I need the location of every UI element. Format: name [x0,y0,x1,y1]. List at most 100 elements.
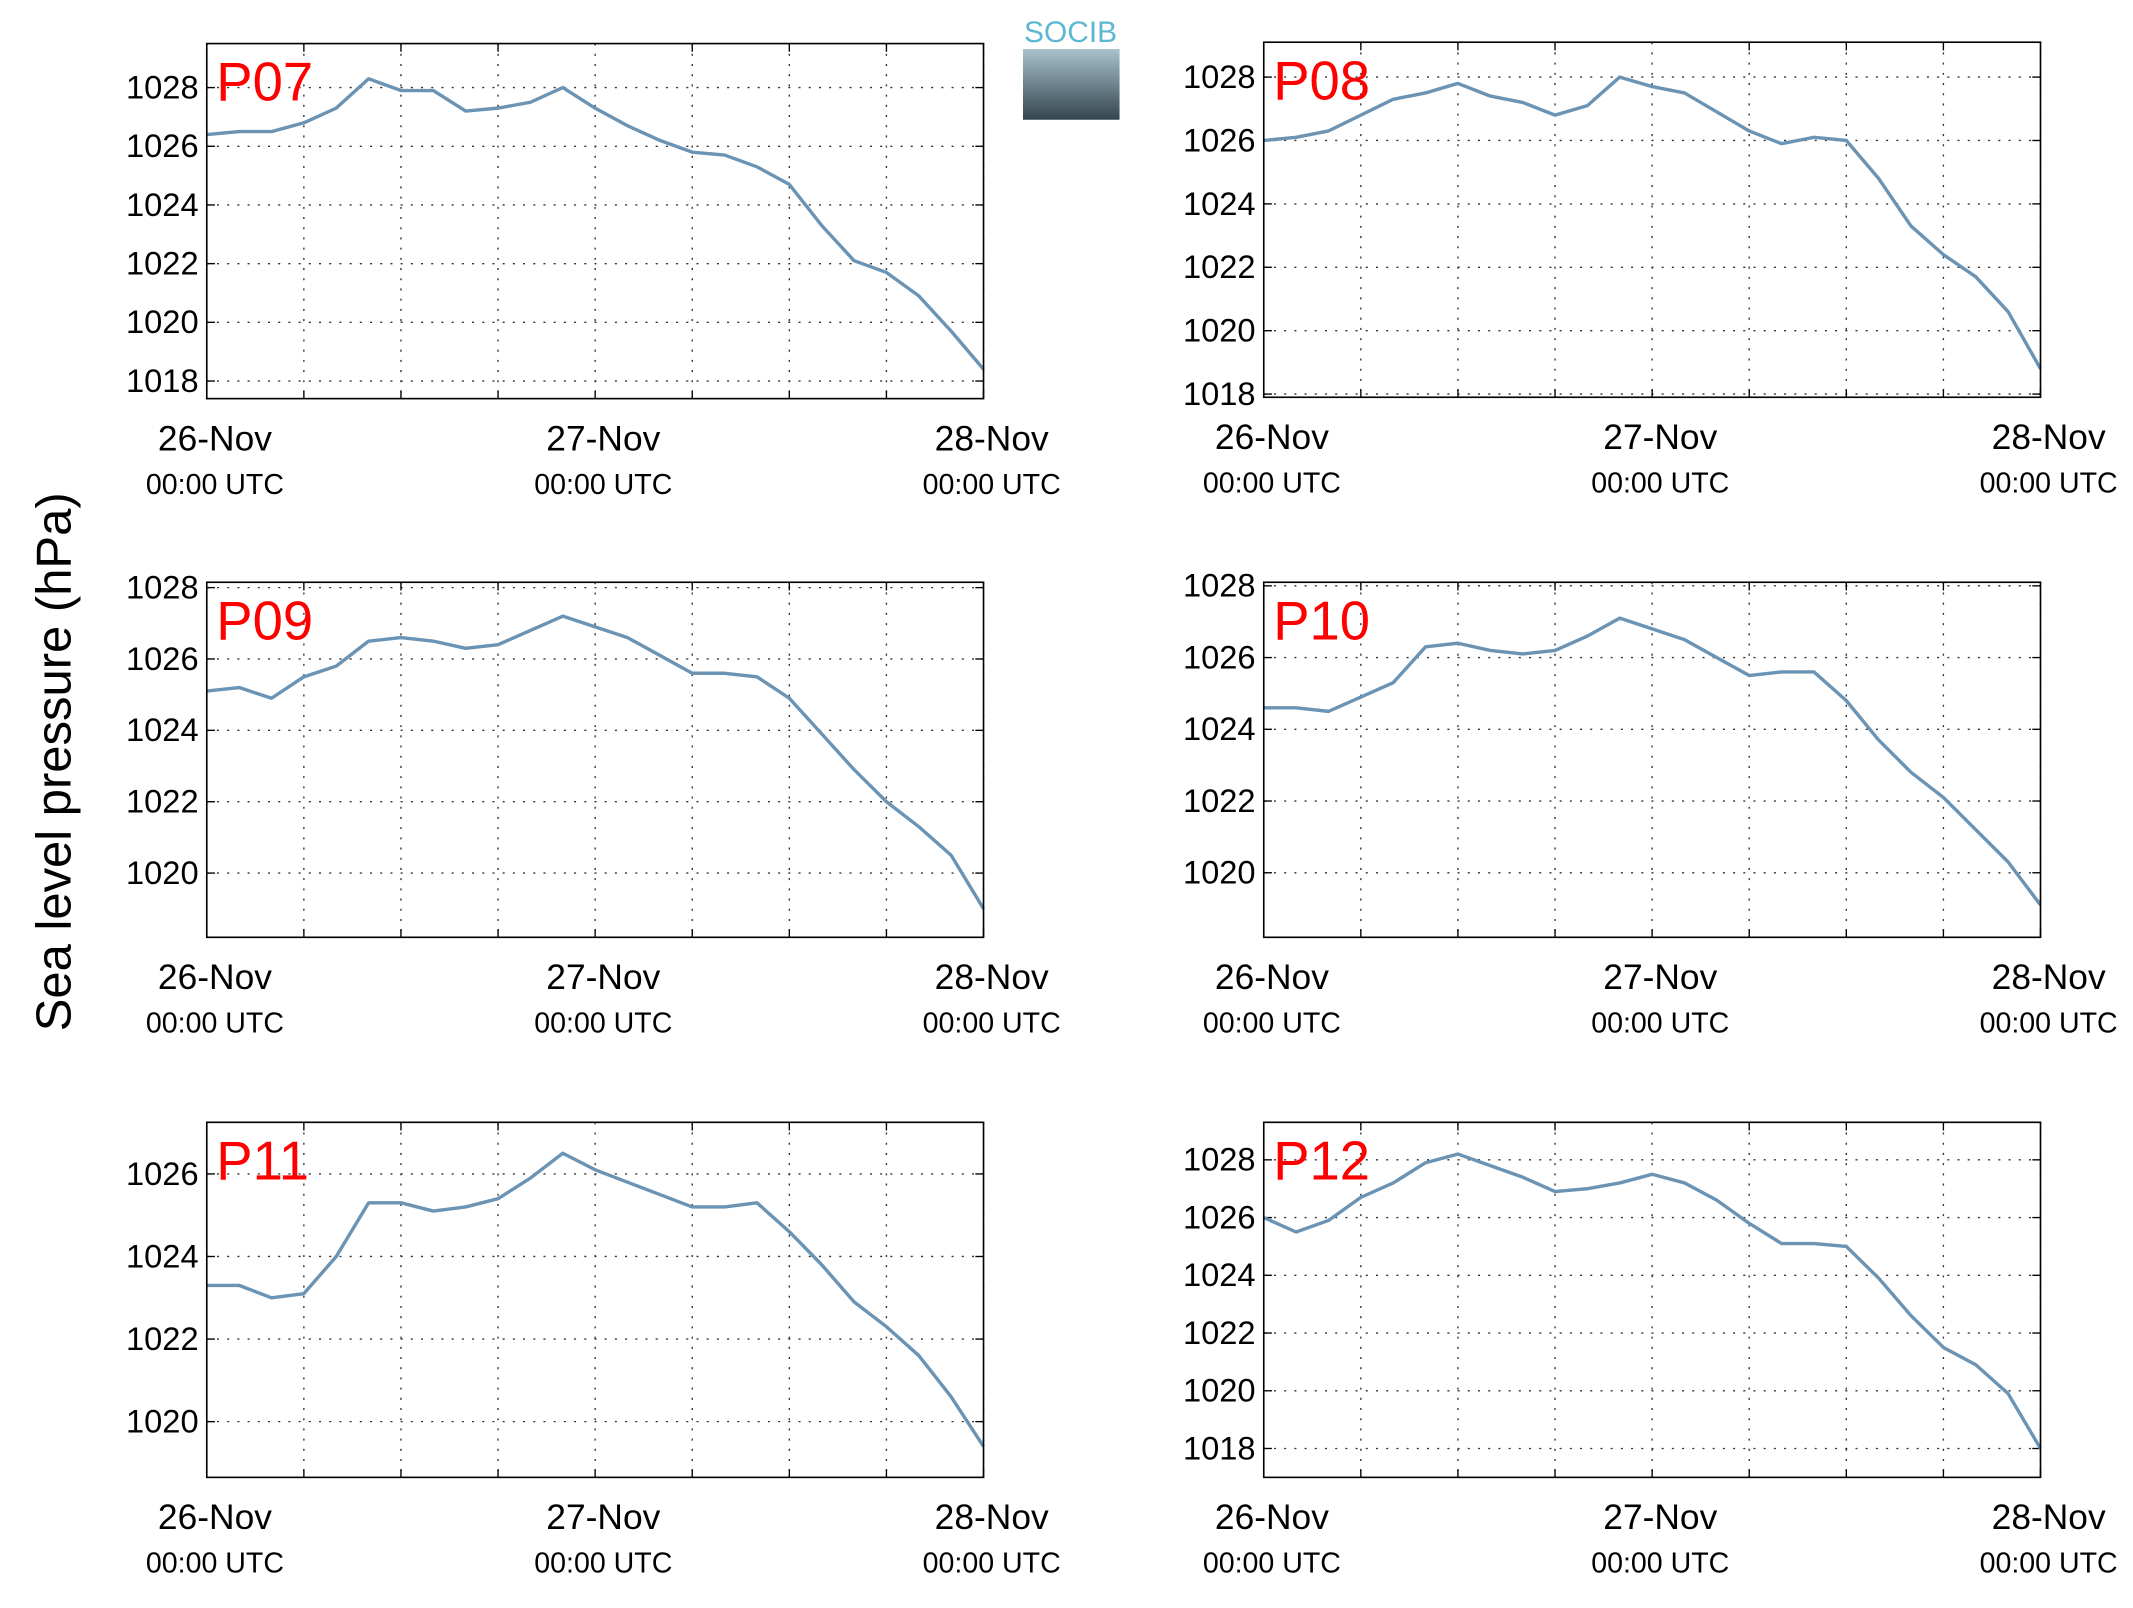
y-tick-label: 1024 [126,186,199,223]
data-line [206,1151,985,1448]
y-tick-label: 1020 [126,854,199,891]
y-tick-label: 1020 [1183,1372,1256,1409]
y-tick-label: 1026 [1183,638,1256,675]
subplot: 1018 1020 1022 1024 1026 1028 26-Nov 00:00 UTC 2… [1183,41,2118,499]
y-tick-label: 1028 [1183,1141,1256,1178]
y-tick-label: 1018 [1183,1429,1256,1466]
x-tick-label: 28-Nov [1992,418,2106,457]
x-tick-label: 27-Nov [1603,1498,1717,1537]
x-tick-label: 28-Nov [935,1498,1049,1537]
y-tick-label: 1028 [126,569,199,606]
y-tick-label: 1022 [1183,1314,1256,1351]
panel-title: P11 [216,1130,309,1191]
x-tick-sublabel: 00:00 UTC [1591,1008,1729,1040]
x-tick-label: 26-Nov [158,419,272,458]
y-tick-label: 1020 [1183,854,1256,891]
x-tick-sublabel: 00:00 UTC [1203,1008,1341,1040]
x-tick-label: 28-Nov [935,958,1049,997]
plot-area [1263,582,2041,938]
plot-area [206,1122,984,1478]
y-tick-label: 1024 [126,711,199,748]
plot-area [1263,42,2041,398]
x-tick-sublabel: 00:00 UTC [146,1008,284,1040]
subplot: 1018 1020 1022 1024 1026 1028 26-Nov 00:00 UTC 2… [1183,1121,2118,1580]
subplot: 1020 1022 1024 1026 1028 26-Nov 00:00 UTC 27-No… [126,569,1061,1040]
x-tick-label: 28-Nov [1992,958,2106,997]
panel-title: P10 [1273,590,1370,651]
x-tick-sublabel: 00:00 UTC [1980,467,2118,499]
x-tick-label: 26-Nov [1215,418,1329,457]
x-tick-sublabel: 00:00 UTC [1591,467,1729,499]
x-tick-sublabel: 00:00 UTC [146,1548,284,1580]
x-tick-label: 28-Nov [1992,1498,2106,1537]
data-line [206,614,985,910]
y-tick-label: 1024 [1183,185,1256,222]
panel-title: P09 [216,590,313,651]
plot-frame [205,1121,985,1479]
x-tick-label: 27-Nov [546,419,660,458]
plot-area [206,43,984,399]
plot-frame [1262,41,2042,399]
data-line [1263,1152,2042,1450]
subplot: 1020 1022 1024 1026 1028 26-Nov 00:00 UTC 27-No… [1183,567,2118,1040]
y-tick-label: 1018 [126,362,199,399]
y-tick-label: 1026 [126,640,199,677]
x-tick-sublabel: 00:00 UTC [146,469,284,501]
panel-title: P12 [1273,1130,1370,1191]
y-tick-label: 1026 [126,1155,199,1192]
plot-frame [205,42,985,400]
y-tick-label: 1020 [126,303,199,340]
y-tick-label: 1022 [126,783,199,820]
y-tick-label: 1028 [126,68,199,105]
x-tick-sublabel: 00:00 UTC [1980,1548,2118,1580]
y-tick-label: 1024 [126,1237,199,1274]
y-tick-label: 1020 [126,1403,199,1440]
x-tick-sublabel: 00:00 UTC [534,1008,672,1040]
plot-frame [1262,1121,2042,1479]
y-tick-label: 1026 [1183,1198,1256,1235]
x-tick-label: 26-Nov [1215,1498,1329,1537]
plot-frame [1262,581,2042,939]
panel-title: P08 [1273,50,1370,111]
y-axis-label: Sea level pressure (hPa) [28,492,82,1031]
x-tick-label: 26-Nov [1215,958,1329,997]
x-tick-label: 27-Nov [546,1498,660,1537]
x-tick-sublabel: 00:00 UTC [534,469,672,501]
x-tick-sublabel: 00:00 UTC [1203,467,1341,499]
x-tick-label: 28-Nov [935,419,1049,458]
y-tick-label: 1022 [1183,782,1256,819]
logo: SOCIB [1022,16,1120,120]
x-tick-label: 27-Nov [1603,958,1717,997]
y-tick-label: 1026 [1183,121,1256,158]
x-tick-sublabel: 00:00 UTC [923,1548,1061,1580]
plot-frame [205,581,985,939]
x-tick-sublabel: 00:00 UTC [1203,1548,1341,1580]
x-tick-label: 27-Nov [546,958,660,997]
y-tick-label: 1024 [1183,710,1256,747]
x-tick-sublabel: 00:00 UTC [1980,1008,2118,1040]
logo-text: SOCIB [1024,16,1117,49]
x-tick-label: 26-Nov [158,958,272,997]
logo-block [1022,49,1120,120]
data-line [1263,616,2042,907]
y-tick-label: 1022 [126,1320,199,1357]
y-tick-label: 1022 [1183,248,1256,285]
data-line [1263,75,2042,370]
x-tick-sublabel: 00:00 UTC [923,469,1061,501]
x-tick-sublabel: 00:00 UTC [534,1548,672,1580]
x-tick-sublabel: 00:00 UTC [923,1008,1061,1040]
y-tick-label: 1028 [1183,567,1256,604]
x-tick-label: 26-Nov [158,1498,272,1537]
y-tick-label: 1028 [1183,58,1256,95]
subplot: 1018 1020 1022 1024 1026 1028 26-Nov 00:00 UTC 2… [126,42,1061,501]
y-tick-label: 1018 [1183,375,1256,412]
y-tick-label: 1026 [126,127,199,164]
plot-area [206,582,984,938]
y-tick-label: 1024 [1183,1256,1256,1293]
subplot: 1020 1022 1024 1026 26-Nov 00:00 UTC 27-Nov 00:… [126,1121,1061,1580]
x-tick-sublabel: 00:00 UTC [1591,1548,1729,1580]
y-tick-label: 1020 [1183,312,1256,349]
panel-title: P07 [216,52,313,113]
